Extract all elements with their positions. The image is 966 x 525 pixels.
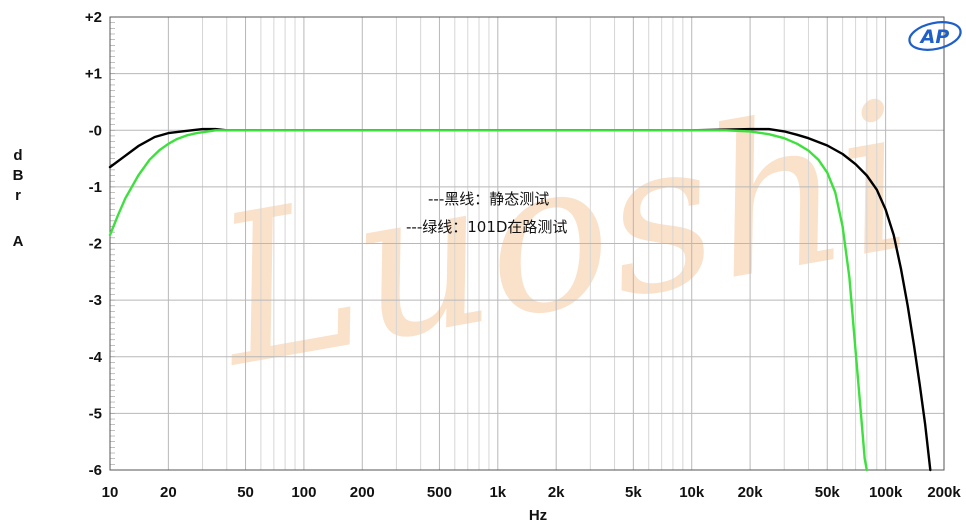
x-tick-label: 2k [548, 484, 565, 501]
series-group [108, 127, 932, 472]
annotation-green-line: ---绿线：101D在路测试 [406, 218, 567, 236]
y-axis-label-3: r [15, 187, 21, 204]
series-line-black [108, 127, 932, 472]
grid [109, 16, 945, 471]
y-tick-label: -5 [89, 405, 102, 422]
y-axis-label-2: B [13, 167, 24, 184]
y-tick-label: -2 [89, 236, 102, 253]
y-tick-label: +1 [85, 66, 102, 83]
x-tick-label: 200k [927, 484, 961, 501]
x-tick-label: 200 [350, 484, 375, 501]
x-tick-labels: 10 20 50 100 200 500 1k 2k 5k 10k 20k 50k 100k 200k [102, 484, 962, 501]
y-tick-label: -4 [89, 349, 103, 366]
y-tick-label: +2 [85, 9, 102, 26]
ap-logo: AP [908, 21, 962, 51]
annotation-black-line: ---黑线：静态测试 [428, 190, 549, 208]
y-tick-label: -0 [89, 122, 102, 139]
x-tick-label: 10 [102, 484, 119, 501]
y-tick-label: -3 [89, 292, 102, 309]
y-tick-labels: +2 +1 -0 -1 -2 -3 -4 -5 -6 [85, 9, 103, 479]
x-axis-label: Hz [529, 507, 547, 524]
ap-logo-text: AP [919, 26, 950, 48]
x-tick-label: 20k [738, 484, 764, 501]
y-tick-label: -1 [89, 179, 102, 196]
y-axis-label-4: A [13, 233, 24, 250]
x-tick-label: 20 [160, 484, 177, 501]
x-tick-label: 50k [815, 484, 841, 501]
y-axis-label: d B r A [13, 147, 24, 250]
x-tick-label: 100 [291, 484, 316, 501]
x-tick-label: 50 [237, 484, 254, 501]
x-tick-label: 100k [869, 484, 903, 501]
x-tick-label: 10k [679, 484, 705, 501]
legend-annotations: ---黑线：静态测试 ---绿线：101D在路测试 [406, 190, 567, 236]
y-tick-label: -6 [89, 462, 102, 479]
ap-logo-ring [908, 21, 962, 51]
x-tick-label: 5k [625, 484, 642, 501]
plot-frame [109, 16, 945, 471]
x-tick-label: 1k [489, 484, 506, 501]
series-line-green [108, 129, 868, 472]
y-axis-label-1: d [13, 147, 22, 164]
x-tick-label: 500 [427, 484, 452, 501]
